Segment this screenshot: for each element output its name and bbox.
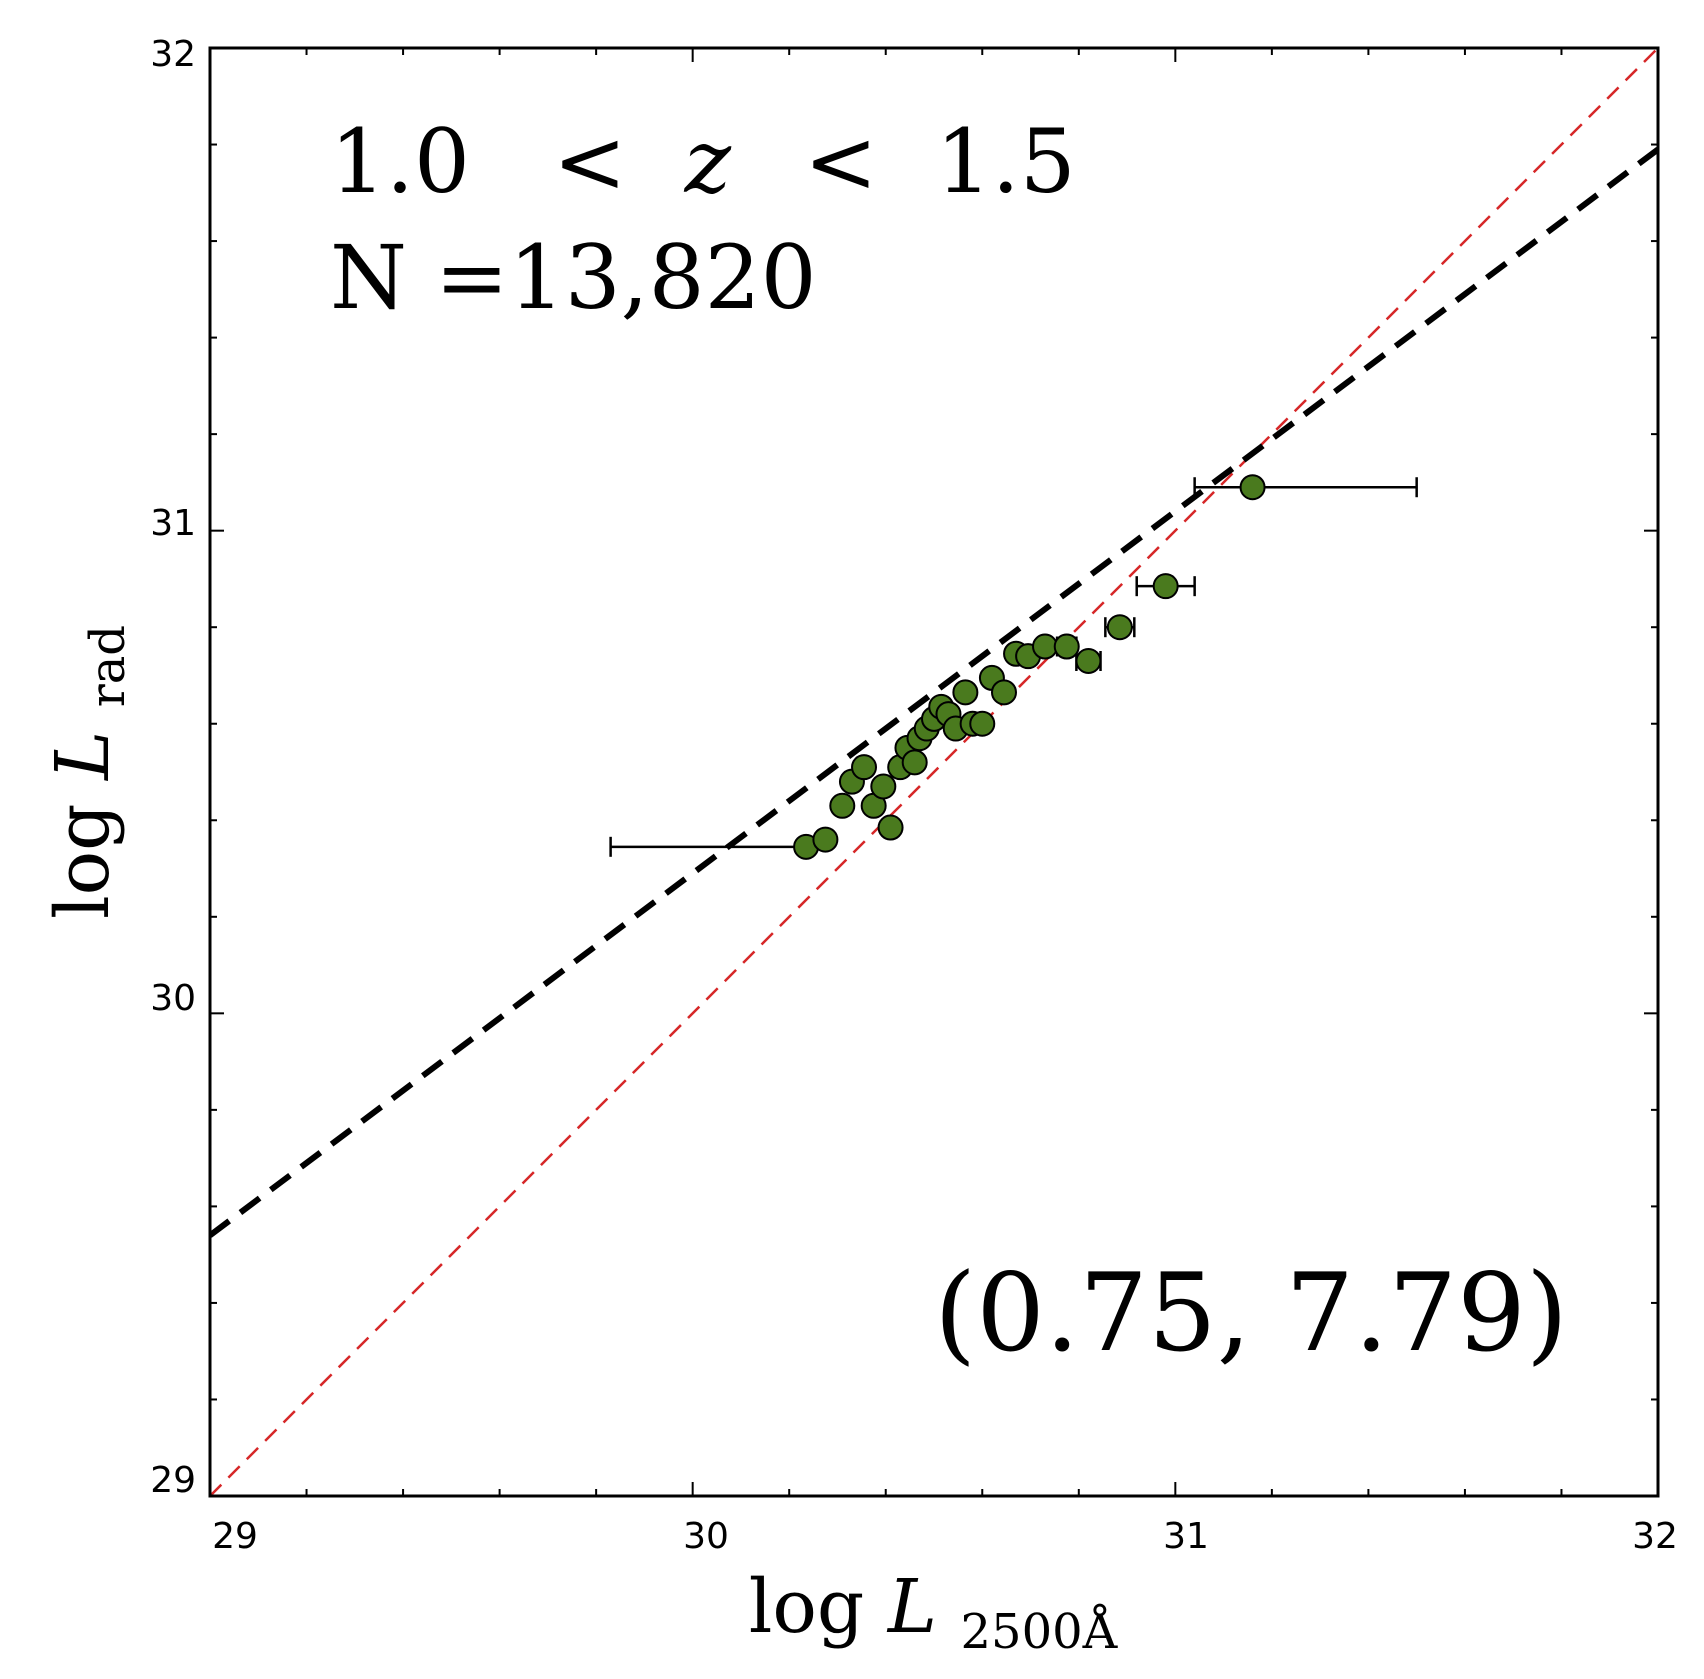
data-point	[1075, 647, 1102, 674]
data-point	[1239, 474, 1266, 501]
data-point	[877, 814, 904, 841]
data-point	[812, 826, 839, 853]
data-point	[990, 679, 1017, 706]
sample-count-annotation: N =13,820	[330, 226, 817, 329]
data-point	[870, 773, 897, 800]
y-axis-label-log: log	[40, 803, 126, 919]
y-axis-label-sub: rad	[80, 625, 136, 707]
x-tick-label: 30	[683, 1516, 729, 1557]
redshift-op-2: <	[804, 110, 878, 213]
data-point	[1053, 633, 1080, 660]
x-tick-labels: 29 30 31 32	[212, 1516, 1678, 1557]
y-axis-label: log L rad	[40, 625, 136, 919]
y-tick-label: 29	[150, 1460, 196, 1501]
data-point	[1152, 573, 1179, 600]
y-tick-label: 30	[150, 978, 196, 1019]
data-point	[952, 679, 979, 706]
data-point	[1106, 614, 1133, 641]
x-tick-label: 31	[1163, 1516, 1209, 1557]
x-tick-label: 29	[212, 1516, 258, 1557]
data-point	[901, 749, 928, 776]
redshift-upper: 1.5	[936, 110, 1076, 213]
x-axis-label-var: L	[886, 1564, 937, 1650]
data-point	[829, 792, 856, 819]
y-tick-labels: 29 30 31 32	[150, 34, 196, 1501]
plot-frame	[208, 46, 1660, 1498]
y-axis-label-var: L	[40, 731, 126, 782]
fit-params-annotation: (0.75, 7.79)	[934, 1251, 1568, 1376]
x-axis-label-sub: 2500Å	[960, 1603, 1118, 1660]
data-point	[851, 754, 878, 781]
x-tick-label: 32	[1632, 1516, 1678, 1557]
redshift-lower: 1.0	[330, 110, 470, 213]
y-tick-label: 31	[150, 503, 196, 544]
data-point	[969, 710, 996, 737]
data-point	[1032, 633, 1059, 660]
redshift-var: z	[684, 110, 732, 213]
reference-lines	[210, 48, 1658, 1496]
redshift-op-1: <	[553, 110, 627, 213]
y-tick-label: 32	[150, 34, 196, 75]
x-axis-label: log L 2500Å	[749, 1564, 1119, 1660]
redshift-range-annotation: 1.0 < z < 1.5	[330, 110, 1076, 213]
x-axis-label-log: log	[749, 1564, 865, 1650]
data-points	[793, 474, 1266, 860]
identity-line	[210, 48, 1658, 1496]
